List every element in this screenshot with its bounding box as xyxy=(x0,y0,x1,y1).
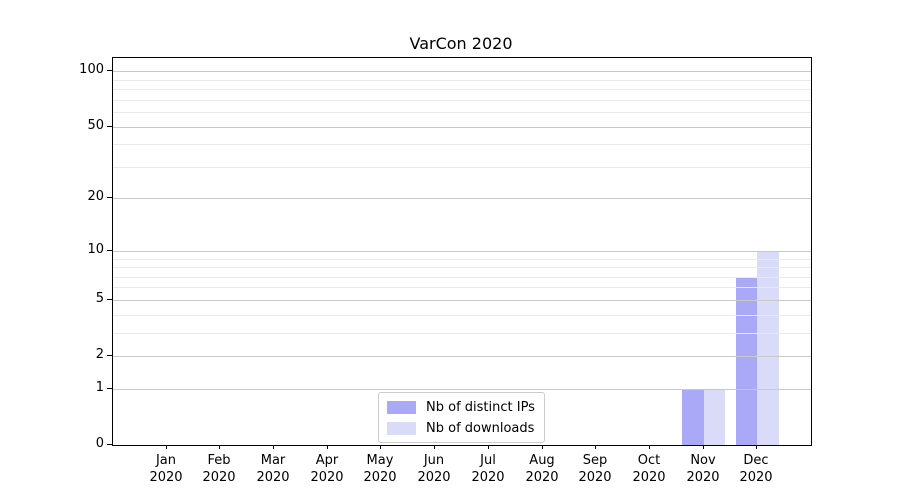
legend-swatch-downloads xyxy=(387,421,416,435)
x-tick-mark-9 xyxy=(595,445,596,449)
y-tick-label-50: 50 xyxy=(87,118,104,133)
gridline-minor-70 xyxy=(113,100,811,101)
bar-dec-2020-s0 xyxy=(735,276,758,445)
y-tick-label-100: 100 xyxy=(79,62,104,77)
x-tick-label-jan-2020: Jan 2020 xyxy=(149,453,183,485)
plot-area: Nb of distinct IPs Nb of downloads xyxy=(112,57,812,446)
y-tick-label-1: 1 xyxy=(95,380,104,395)
y-tick-mark-10 xyxy=(107,250,112,251)
gridline-minor-30 xyxy=(113,167,811,168)
y-tick-label-2: 2 xyxy=(95,347,104,362)
gridline-minor-60 xyxy=(113,112,811,113)
x-tick-mark-7 xyxy=(488,445,489,449)
x-tick-label-feb-2020: Feb 2020 xyxy=(202,453,236,485)
y-tick-mark-2 xyxy=(107,355,112,356)
gridline-minor-9 xyxy=(113,259,811,260)
x-tick-mark-2 xyxy=(219,445,220,449)
gridline-minor-3 xyxy=(113,333,811,334)
chart-title: VarCon 2020 xyxy=(409,34,513,53)
x-tick-label-nov-2020: Nov 2020 xyxy=(686,453,720,485)
gridline-major-2 xyxy=(113,356,811,357)
y-tick-label-0: 0 xyxy=(95,436,104,451)
gridline-major-100 xyxy=(113,71,811,72)
x-tick-mark-6 xyxy=(434,445,435,449)
gridline-major-50 xyxy=(113,127,811,128)
legend-swatch-distinct-ips xyxy=(387,400,416,414)
y-tick-mark-0 xyxy=(107,444,112,445)
x-tick-label-mar-2020: Mar 2020 xyxy=(256,453,290,485)
y-tick-mark-1 xyxy=(107,388,112,389)
x-tick-label-oct-2020: Oct 2020 xyxy=(632,453,666,485)
x-tick-label-sep-2020: Sep 2020 xyxy=(578,453,612,485)
y-tick-mark-20 xyxy=(107,197,112,198)
gridline-major-1 xyxy=(113,389,811,390)
legend-item-distinct-ips: Nb of distinct IPs xyxy=(387,398,536,416)
legend-label-distinct-ips: Nb of distinct IPs xyxy=(426,399,535,415)
x-tick-mark-5 xyxy=(380,445,381,449)
legend-item-downloads: Nb of downloads xyxy=(387,419,536,437)
bar-nov-2020-s0 xyxy=(682,388,704,445)
legend: Nb of distinct IPs Nb of downloads xyxy=(378,392,545,443)
gridline-major-20 xyxy=(113,198,811,199)
y-tick-label-5: 5 xyxy=(95,291,104,306)
x-tick-mark-10 xyxy=(649,445,650,449)
x-tick-mark-8 xyxy=(542,445,543,449)
x-tick-label-may-2020: May 2020 xyxy=(363,453,397,485)
gridline-minor-40 xyxy=(113,144,811,145)
x-tick-mark-4 xyxy=(327,445,328,449)
x-tick-mark-11 xyxy=(703,445,704,449)
x-tick-mark-3 xyxy=(273,445,274,449)
y-tick-mark-100 xyxy=(107,70,112,71)
bar-dec-2020-s1 xyxy=(757,250,779,445)
gridline-major-5 xyxy=(113,300,811,301)
x-tick-label-jul-2020: Jul 2020 xyxy=(471,453,505,485)
y-tick-label-20: 20 xyxy=(87,189,104,204)
gridline-minor-80 xyxy=(113,89,811,90)
gridline-minor-90 xyxy=(113,80,811,81)
gridline-minor-8 xyxy=(113,267,811,268)
gridline-minor-7 xyxy=(113,277,811,278)
x-tick-label-jun-2020: Jun 2020 xyxy=(417,453,451,485)
gridline-minor-4 xyxy=(113,315,811,316)
y-tick-label-10: 10 xyxy=(87,242,104,257)
x-tick-label-aug-2020: Aug 2020 xyxy=(525,453,559,485)
gridline-minor-6 xyxy=(113,287,811,288)
x-tick-mark-12 xyxy=(756,445,757,449)
gridline-major-10 xyxy=(113,251,811,252)
x-tick-label-apr-2020: Apr 2020 xyxy=(310,453,344,485)
y-tick-mark-5 xyxy=(107,299,112,300)
x-tick-mark-1 xyxy=(166,445,167,449)
y-tick-mark-50 xyxy=(107,126,112,127)
legend-label-downloads: Nb of downloads xyxy=(426,420,535,436)
bar-nov-2020-s1 xyxy=(703,388,726,445)
x-tick-label-dec-2020: Dec 2020 xyxy=(739,453,773,485)
